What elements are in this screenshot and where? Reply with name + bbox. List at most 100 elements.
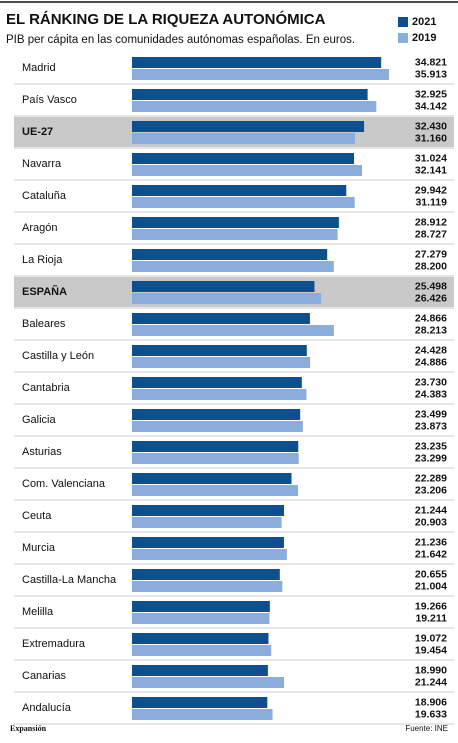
category-label: País Vasco — [22, 94, 77, 106]
bar — [132, 421, 303, 432]
value-label: 24.428 — [415, 344, 447, 356]
legend-swatch — [398, 33, 408, 43]
value-label: 25.498 — [415, 280, 447, 292]
bar — [132, 441, 299, 452]
value-label: 21.244 — [415, 676, 447, 688]
value-label: 20.655 — [415, 568, 447, 580]
value-label: 35.913 — [415, 68, 447, 80]
value-label: 21.642 — [415, 548, 447, 560]
bar — [132, 313, 310, 324]
bar — [132, 229, 338, 240]
category-label: UE-27 — [22, 126, 53, 138]
brand: Expansión — [10, 724, 47, 733]
value-label: 26.426 — [415, 292, 447, 304]
bar — [132, 261, 334, 272]
value-label: 29.942 — [415, 184, 447, 196]
category-label: ESPAÑA — [22, 285, 67, 298]
bar — [132, 101, 377, 112]
value-label: 34.142 — [415, 100, 447, 112]
bar — [132, 697, 268, 708]
category-label: Cataluña — [22, 190, 67, 202]
category-label: Madrid — [22, 62, 56, 74]
legend-label: 2019 — [412, 32, 436, 44]
bar — [132, 709, 273, 720]
value-label: 24.886 — [415, 356, 447, 368]
category-label: Galicia — [22, 414, 57, 426]
value-label: 23.206 — [415, 484, 447, 496]
bar — [132, 409, 301, 420]
value-label: 23.499 — [415, 408, 447, 420]
legend-swatch — [398, 17, 408, 27]
value-label: 31.119 — [415, 196, 447, 208]
bar — [132, 389, 307, 400]
bar — [132, 89, 368, 100]
source: Fuente: INE — [405, 724, 448, 733]
bar — [132, 153, 355, 164]
bar — [132, 665, 268, 676]
bar — [132, 549, 287, 560]
bar — [132, 197, 355, 208]
value-label: 19.633 — [415, 708, 447, 720]
value-label: 23.730 — [415, 376, 447, 388]
value-label: 24.866 — [415, 312, 447, 324]
bar — [132, 69, 389, 80]
value-label: 18.906 — [415, 696, 447, 708]
value-label: 28.213 — [415, 324, 447, 336]
category-label: Ceuta — [22, 510, 52, 522]
value-label: 28.727 — [415, 228, 447, 240]
bar — [132, 537, 284, 548]
bar — [132, 473, 292, 484]
bar — [132, 121, 365, 132]
value-label: 23.299 — [415, 452, 447, 464]
category-label: Navarra — [22, 158, 62, 170]
category-label: Extremadura — [22, 638, 86, 650]
category-label: Castilla-La Mancha — [22, 574, 117, 586]
bar — [132, 505, 285, 516]
bar — [132, 281, 315, 292]
value-label: 31.024 — [415, 152, 447, 164]
value-label: 19.454 — [415, 644, 447, 656]
category-label: Castilla y León — [22, 350, 94, 362]
value-label: 23.873 — [415, 420, 447, 432]
legend-label: 2021 — [412, 16, 436, 28]
value-label: 34.821 — [415, 56, 447, 68]
category-label: Asturias — [22, 446, 62, 458]
bar — [132, 357, 311, 368]
category-label: La Rioja — [22, 254, 63, 266]
value-label: 21.004 — [415, 580, 447, 592]
category-label: Canarias — [22, 670, 67, 682]
bar — [132, 165, 363, 176]
value-label: 22.289 — [415, 472, 447, 484]
category-label: Com. Valenciana — [22, 478, 106, 490]
value-label: 32.430 — [415, 120, 447, 132]
bar — [132, 453, 299, 464]
bar — [132, 613, 270, 624]
bar — [132, 345, 307, 356]
bar — [132, 325, 334, 336]
category-label: Murcia — [22, 542, 56, 554]
bar — [132, 569, 280, 580]
chart-subtitle: PIB per cápita en las comunidades autóno… — [6, 34, 355, 46]
value-label: 19.266 — [415, 600, 447, 612]
bar — [132, 677, 285, 688]
category-label: Aragón — [22, 222, 57, 234]
category-label: Andalucía — [22, 702, 72, 714]
bar — [132, 581, 283, 592]
bar — [132, 293, 322, 304]
category-label: Melilla — [22, 606, 54, 618]
value-label: 20.903 — [415, 516, 447, 528]
category-label: Cantabria — [22, 382, 71, 394]
bar — [132, 485, 299, 496]
bar — [132, 185, 347, 196]
bar — [132, 249, 328, 260]
bar — [132, 633, 269, 644]
chart-title: EL RÁNKING DE LA RIQUEZA AUTONÓMICA — [6, 10, 326, 28]
bar — [132, 217, 339, 228]
value-label: 23.235 — [415, 440, 447, 452]
category-label: Baleares — [22, 318, 66, 330]
value-label: 19.211 — [415, 612, 447, 624]
value-label: 18.990 — [415, 664, 447, 676]
value-label: 32.141 — [415, 164, 447, 176]
value-label: 24.383 — [415, 388, 447, 400]
